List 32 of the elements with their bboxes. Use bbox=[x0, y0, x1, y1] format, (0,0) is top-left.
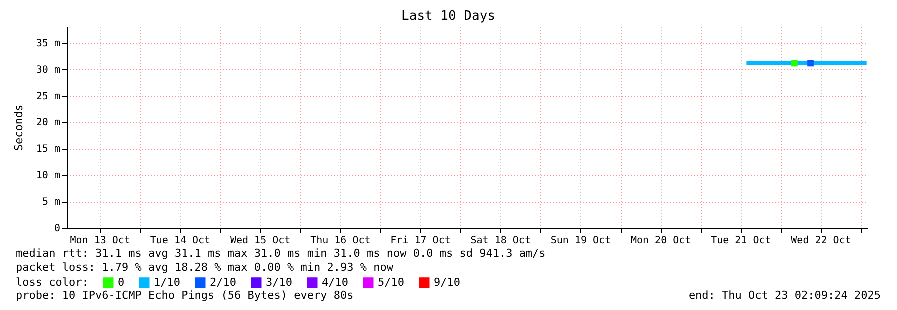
x-tick-label: Mon 13 Oct bbox=[70, 236, 130, 246]
y-tick-label: 20 m bbox=[36, 118, 60, 129]
legend-label: 9/10 bbox=[434, 276, 460, 289]
y-tick-label: 5 m bbox=[42, 197, 60, 208]
y-axis-title: Seconds bbox=[12, 104, 26, 152]
y-tick-label: 25 m bbox=[36, 91, 60, 102]
x-tick-label: Sun 19 Oct bbox=[550, 236, 612, 246]
x-tick-label: Fri 17 Oct bbox=[390, 236, 451, 246]
text: median rtt: 31.1 ms avg 31.1 ms max 31.0 ms min 31.0 ms now 0.0 ms sd 941.3 am/s bbox=[16, 247, 546, 260]
x-tick-label: Tue 14 Oct bbox=[150, 236, 211, 246]
text: probe: 10 IPv6-ICMP Echo Pings (56 Bytes) every 80s bbox=[16, 289, 354, 302]
legend-label: 5/10 bbox=[378, 276, 404, 289]
x-tick-label: Tue 21 Oct bbox=[711, 236, 772, 246]
x-tick-label: Wed 22 Oct bbox=[791, 236, 852, 246]
y-tick-label: 15 m bbox=[36, 144, 60, 156]
text: end: Thu Oct 23 02:09:24 2025 bbox=[688, 289, 881, 302]
x-tick-label: Thu 16 Oct bbox=[310, 236, 371, 246]
legend-label: 1/10 bbox=[154, 276, 180, 289]
legend-label: 2/10 bbox=[210, 276, 236, 289]
y-tick-label: 35 m bbox=[36, 38, 60, 50]
x-tick-label: Sat 18 Oct bbox=[470, 236, 531, 246]
x-tick-label: Wed 15 Oct bbox=[230, 236, 291, 246]
legend-label: 3/10 bbox=[266, 276, 292, 289]
y-tick-label: 10 m bbox=[36, 170, 60, 182]
y-tick-label: 0 bbox=[54, 224, 60, 234]
x-tick-label: Mon 20 Oct bbox=[630, 236, 692, 246]
legend-title: loss color: bbox=[16, 276, 89, 289]
legend-label: 0 bbox=[118, 276, 125, 289]
text: packet loss: 1.79 % avg 18.28 % max 0.00 % min 2.93 % now bbox=[16, 261, 394, 274]
legend-label: 4/10 bbox=[322, 276, 348, 289]
y-tick-label: 30 m bbox=[36, 64, 60, 76]
chart-title: Last 10 Days bbox=[402, 9, 496, 24]
